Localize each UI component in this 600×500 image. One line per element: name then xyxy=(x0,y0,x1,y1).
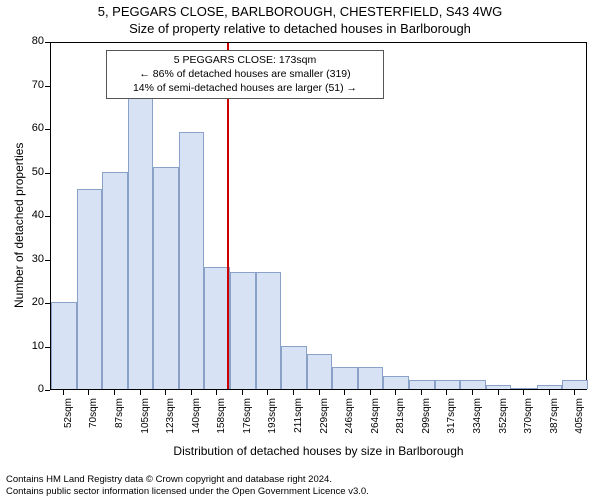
y-tick-label: 60 xyxy=(20,122,44,134)
histogram-bar xyxy=(77,189,103,389)
x-tick-label: 176sqm xyxy=(242,398,253,448)
footer-line-1: Contains HM Land Registry data © Crown c… xyxy=(6,474,594,486)
histogram-bar xyxy=(204,267,230,389)
x-tick-mark xyxy=(191,390,192,395)
x-tick-label: 87sqm xyxy=(114,398,125,448)
y-tick-label: 20 xyxy=(20,296,44,308)
x-tick-mark xyxy=(63,390,64,395)
address-title: 5, PEGGARS CLOSE, BARLBOROUGH, CHESTERFI… xyxy=(0,4,600,21)
annotation-line: ← 86% of detached houses are smaller (31… xyxy=(111,67,379,81)
x-tick-mark xyxy=(370,390,371,395)
x-tick-mark xyxy=(267,390,268,395)
histogram-bar xyxy=(537,385,563,389)
histogram-bar xyxy=(562,380,588,389)
y-tick-mark xyxy=(45,129,50,130)
histogram-bar xyxy=(332,367,358,389)
y-tick-label: 40 xyxy=(20,209,44,221)
histogram-bar xyxy=(511,388,537,389)
x-tick-label: 123sqm xyxy=(165,398,176,448)
x-tick-label: 70sqm xyxy=(88,398,99,448)
histogram-bar xyxy=(102,172,128,390)
x-tick-mark xyxy=(88,390,89,395)
chart-container: 5, PEGGARS CLOSE, BARLBOROUGH, CHESTERFI… xyxy=(0,0,600,500)
x-tick-label: 246sqm xyxy=(344,398,355,448)
x-tick-mark xyxy=(293,390,294,395)
x-tick-mark xyxy=(344,390,345,395)
x-tick-label: 52sqm xyxy=(63,398,74,448)
x-tick-mark xyxy=(421,390,422,395)
histogram-bar xyxy=(486,385,512,389)
x-tick-label: 193sqm xyxy=(267,398,278,448)
histogram-bar xyxy=(460,380,486,389)
x-tick-label: 140sqm xyxy=(191,398,202,448)
x-tick-mark xyxy=(523,390,524,395)
x-tick-mark xyxy=(165,390,166,395)
histogram-bar xyxy=(281,346,307,390)
x-tick-label: 105sqm xyxy=(140,398,151,448)
x-tick-mark xyxy=(472,390,473,395)
y-tick-mark xyxy=(45,216,50,217)
y-tick-label: 0 xyxy=(20,383,44,395)
y-tick-label: 70 xyxy=(20,79,44,91)
footer-line-2: Contains public sector information licen… xyxy=(6,486,594,498)
annotation-line: 14% of semi-detached houses are larger (… xyxy=(111,81,379,95)
histogram-bar xyxy=(307,354,333,389)
annotation-line: 5 PEGGARS CLOSE: 173sqm xyxy=(111,53,379,67)
y-tick-mark xyxy=(45,42,50,43)
y-tick-mark xyxy=(45,347,50,348)
histogram-bar xyxy=(435,380,461,389)
x-tick-label: 299sqm xyxy=(421,398,432,448)
x-tick-mark xyxy=(446,390,447,395)
x-tick-mark xyxy=(498,390,499,395)
x-tick-mark xyxy=(319,390,320,395)
x-tick-label: 352sqm xyxy=(498,398,509,448)
histogram-bar xyxy=(383,376,409,389)
x-tick-label: 229sqm xyxy=(319,398,330,448)
y-tick-mark xyxy=(45,86,50,87)
y-tick-label: 80 xyxy=(20,35,44,47)
x-tick-label: 211sqm xyxy=(293,398,304,448)
histogram-bar xyxy=(409,380,435,389)
x-tick-mark xyxy=(114,390,115,395)
annotation-box: 5 PEGGARS CLOSE: 173sqm← 86% of detached… xyxy=(106,50,384,99)
histogram-bar xyxy=(51,302,77,389)
y-tick-label: 30 xyxy=(20,253,44,265)
histogram-bar xyxy=(358,367,384,389)
histogram-bar xyxy=(128,98,154,389)
histogram-bar xyxy=(153,167,179,389)
histogram-bar xyxy=(230,272,256,389)
histogram-bar xyxy=(256,272,282,389)
chart-subtitle: Size of property relative to detached ho… xyxy=(0,21,600,38)
footer: Contains HM Land Registry data © Crown c… xyxy=(6,474,594,498)
x-tick-mark xyxy=(140,390,141,395)
x-tick-label: 158sqm xyxy=(216,398,227,448)
x-tick-mark xyxy=(216,390,217,395)
x-tick-label: 264sqm xyxy=(370,398,381,448)
histogram-bar xyxy=(179,132,205,389)
x-tick-label: 387sqm xyxy=(549,398,560,448)
y-tick-label: 10 xyxy=(20,340,44,352)
y-tick-mark xyxy=(45,390,50,391)
titles: 5, PEGGARS CLOSE, BARLBOROUGH, CHESTERFI… xyxy=(0,0,600,38)
y-tick-mark xyxy=(45,303,50,304)
x-axis-label: Distribution of detached houses by size … xyxy=(50,444,587,458)
y-tick-mark xyxy=(45,173,50,174)
x-tick-label: 370sqm xyxy=(523,398,534,448)
y-tick-mark xyxy=(45,260,50,261)
x-tick-mark xyxy=(574,390,575,395)
x-tick-label: 281sqm xyxy=(395,398,406,448)
y-tick-label: 50 xyxy=(20,166,44,178)
x-tick-mark xyxy=(549,390,550,395)
x-tick-label: 405sqm xyxy=(574,398,585,448)
x-tick-mark xyxy=(395,390,396,395)
x-tick-label: 317sqm xyxy=(446,398,457,448)
x-tick-label: 334sqm xyxy=(472,398,483,448)
x-tick-mark xyxy=(242,390,243,395)
